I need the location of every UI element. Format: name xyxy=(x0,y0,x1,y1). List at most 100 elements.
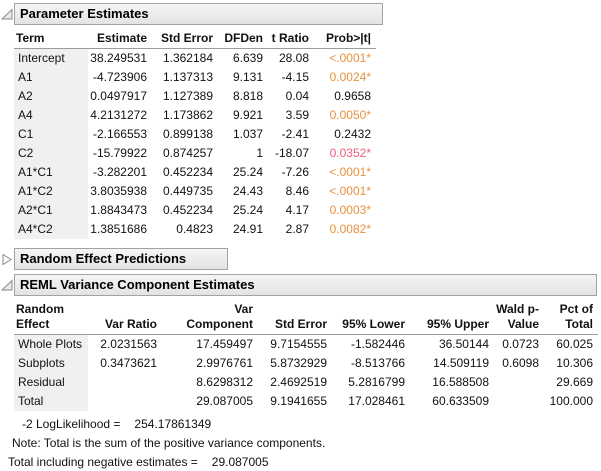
table-row: C2 -15.79922 0.874257 1 -18.07 0.0352* xyxy=(14,144,376,163)
section-title[interactable]: Random Effect Predictions xyxy=(14,248,228,270)
lower-95-cell: -1.582446 xyxy=(350,337,405,351)
lower-95-cell: 17.028461 xyxy=(348,394,405,408)
table-row: A4*C2 1.3851686 0.4823 24.91 2.87 0.0082… xyxy=(14,220,376,239)
std-error-cell: 1.127389 xyxy=(162,89,213,103)
section-title[interactable]: Parameter Estimates xyxy=(14,3,383,25)
prob-cell: 0.0082* xyxy=(329,222,371,236)
std-error-cell: 2.4692519 xyxy=(270,375,327,389)
prob-cell: <.0001* xyxy=(329,165,371,179)
std-error-cell: 0.449735 xyxy=(162,184,213,198)
dfden-cell: 9.131 xyxy=(232,70,263,84)
std-error-cell: 0.452234 xyxy=(162,203,213,217)
estimate-cell: -3.282201 xyxy=(92,165,147,179)
std-error-cell: 1.362184 xyxy=(162,51,213,65)
random-effect-cell: Subplots xyxy=(14,354,88,373)
random-effect-predictions-header[interactable]: Random Effect Predictions xyxy=(1,248,601,270)
estimate-cell: 4.2131272 xyxy=(90,108,147,122)
estimate-cell: 1.8843473 xyxy=(90,203,147,217)
std-error-cell: 0.899138 xyxy=(162,127,213,141)
var-ratio-cell xyxy=(88,392,162,411)
column-header: Estimate xyxy=(88,29,152,49)
term-cell: C2 xyxy=(14,144,88,163)
wald-p-cell: 0.6098 xyxy=(502,356,539,370)
t-ratio-cell: -2.41 xyxy=(281,127,309,141)
disclosure-open-icon[interactable] xyxy=(1,7,13,21)
pct-total-cell: 10.306 xyxy=(556,356,593,370)
term-cell: A4*C2 xyxy=(14,220,88,239)
column-header: Random Effect xyxy=(14,300,88,335)
estimate-cell: 3.8035938 xyxy=(90,184,147,198)
column-header: Var Component xyxy=(162,300,258,335)
section-title[interactable]: REML Variance Component Estimates xyxy=(14,274,597,296)
table-row: A1*C2 3.8035938 0.449735 24.43 8.46 <.00… xyxy=(14,182,376,201)
column-header: Term xyxy=(14,29,88,49)
dfden-cell: 1 xyxy=(256,146,263,160)
wald-p-cell xyxy=(494,373,544,392)
table-row: C1 -2.166553 0.899138 1.037 -2.41 0.2432 xyxy=(14,125,376,144)
parameter-estimates-table: Term Estimate Std Error DFDen t Ratio Pr… xyxy=(14,29,376,239)
std-error-cell: 5.8732929 xyxy=(270,356,327,370)
t-ratio-cell: 4.17 xyxy=(285,203,309,217)
t-ratio-cell: 28.08 xyxy=(278,51,309,65)
column-header: Std Error xyxy=(258,300,332,335)
total-including-value: 29.087005 xyxy=(211,455,269,469)
column-header: 95% Upper xyxy=(410,300,494,335)
upper-95-cell: 14.509119 xyxy=(433,356,489,370)
pct-total-cell: 60.025 xyxy=(556,337,593,351)
pct-total-cell: 29.669 xyxy=(556,375,593,389)
pct-total-cell: 100.000 xyxy=(549,394,593,408)
random-effect-cell: Whole Plots xyxy=(14,334,88,354)
var-component-cell: 17.459497 xyxy=(196,337,253,351)
prob-cell: <.0001* xyxy=(329,51,371,65)
dfden-cell: 1.037 xyxy=(232,127,263,141)
parameter-estimates-header[interactable]: Parameter Estimates xyxy=(1,3,601,25)
term-cell: A2 xyxy=(14,87,88,106)
dfden-cell: 24.91 xyxy=(232,222,263,236)
table-row: A1 -4.723906 1.137313 9.131 -4.15 0.0024… xyxy=(14,68,376,87)
prob-cell: 0.0024* xyxy=(329,70,371,84)
column-header: Pct of Total xyxy=(544,300,598,335)
prob-cell: 0.0050* xyxy=(329,108,371,122)
t-ratio-cell: 8.46 xyxy=(285,184,309,198)
table-row: A1*C1 -3.282201 0.452234 25.24 -7.26 <.0… xyxy=(14,163,376,182)
table-row: Total 29.087005 9.1941655 17.028461 60.6… xyxy=(14,392,598,411)
t-ratio-cell: -4.15 xyxy=(281,70,309,84)
std-error-cell: 0.452234 xyxy=(162,165,213,179)
disclosure-collapsed-icon[interactable] xyxy=(1,253,13,266)
prob-cell: 0.0003* xyxy=(329,203,371,217)
var-ratio-cell: 2.0231563 xyxy=(100,337,157,351)
lower-95-cell: -8.513766 xyxy=(350,356,405,370)
dfden-cell: 9.921 xyxy=(232,108,263,122)
loglikelihood-line: -2 LogLikelihood = 254.17861349 xyxy=(22,416,601,433)
term-cell: A1*C1 xyxy=(14,163,88,182)
estimate-cell: -4.723906 xyxy=(92,70,147,84)
std-error-cell: 9.1941655 xyxy=(270,394,327,408)
prob-cell: 0.2432 xyxy=(334,127,371,141)
var-component-cell: 8.6298312 xyxy=(196,375,253,389)
total-including-label: Total including negative estimates = xyxy=(8,455,198,469)
var-ratio-cell: 0.3473621 xyxy=(100,356,157,370)
table-row: Whole Plots 2.0231563 17.459497 9.715455… xyxy=(14,334,598,354)
t-ratio-cell: -7.26 xyxy=(281,165,309,179)
t-ratio-cell: 3.59 xyxy=(285,108,309,122)
prob-cell: 0.9658 xyxy=(334,89,371,103)
term-cell: A2*C1 xyxy=(14,201,88,220)
var-ratio-cell xyxy=(88,373,162,392)
disclosure-open-icon[interactable] xyxy=(1,278,13,292)
term-cell: A1*C2 xyxy=(14,182,88,201)
total-including-line: Total including negative estimates = 29.0… xyxy=(8,454,601,471)
column-header: t Ratio xyxy=(268,29,314,49)
reml-table: Random Effect Var Ratio Var Component St… xyxy=(14,300,598,411)
random-effect-cell: Residual xyxy=(14,373,88,392)
wald-p-cell: 0.0723 xyxy=(502,337,539,351)
estimate-cell: 0.0497917 xyxy=(90,89,147,103)
reml-header[interactable]: REML Variance Component Estimates xyxy=(1,274,601,296)
term-cell: C1 xyxy=(14,125,88,144)
std-error-cell: 0.4823 xyxy=(176,222,213,236)
table-row: A4 4.2131272 1.173862 9.921 3.59 0.0050* xyxy=(14,106,376,125)
dfden-cell: 25.24 xyxy=(232,165,263,179)
column-header: Wald p- Value xyxy=(494,300,544,335)
table-row: A2 0.0497917 1.127389 8.818 0.04 0.9658 xyxy=(14,87,376,106)
prob-cell: 0.0352* xyxy=(329,146,371,160)
estimate-cell: 38.249531 xyxy=(90,51,147,65)
